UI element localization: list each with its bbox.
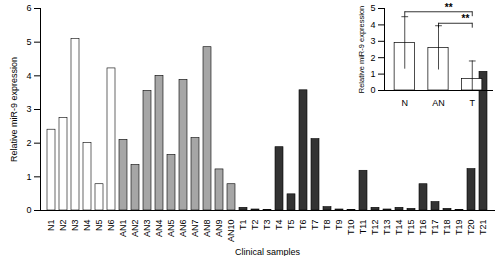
svg-text:3: 3 [26, 104, 31, 114]
svg-text:T7: T7 [310, 220, 320, 231]
svg-text:3: 3 [370, 36, 375, 46]
svg-text:T3: T3 [262, 220, 272, 231]
svg-text:T14: T14 [394, 220, 404, 236]
svg-text:T21: T21 [478, 220, 488, 236]
svg-text:T15: T15 [406, 220, 416, 236]
svg-text:4: 4 [370, 20, 375, 30]
svg-text:N2: N2 [58, 220, 68, 232]
svg-text:T17: T17 [430, 220, 440, 236]
svg-text:AN7: AN7 [190, 220, 200, 238]
svg-text:AN1: AN1 [118, 220, 128, 238]
svg-text:5: 5 [370, 3, 375, 13]
svg-text:T9: T9 [334, 220, 344, 231]
svg-text:AN5: AN5 [166, 220, 176, 238]
svg-text:0: 0 [26, 205, 31, 215]
svg-text:T20: T20 [466, 220, 476, 236]
svg-text:T16: T16 [418, 220, 428, 236]
svg-text:T: T [470, 98, 476, 106]
svg-text:T13: T13 [382, 220, 392, 236]
svg-text:1: 1 [26, 172, 31, 182]
svg-text:N3: N3 [70, 220, 80, 232]
svg-text:T12: T12 [370, 220, 380, 236]
svg-text:**: ** [462, 13, 470, 24]
svg-text:Clinical samples: Clinical samples [235, 247, 301, 256]
svg-text:AN: AN [432, 98, 445, 106]
svg-text:T19: T19 [454, 220, 464, 236]
svg-text:T6: T6 [298, 220, 308, 231]
svg-text:5: 5 [26, 37, 31, 47]
svg-text:N5: N5 [94, 220, 104, 232]
svg-text:2: 2 [370, 53, 375, 63]
svg-text:0: 0 [370, 85, 375, 95]
svg-text:T8: T8 [322, 220, 332, 231]
svg-text:N1: N1 [46, 220, 56, 232]
svg-text:AN2: AN2 [130, 220, 140, 238]
svg-text:2: 2 [26, 138, 31, 148]
svg-text:AN3: AN3 [142, 220, 152, 238]
svg-text:T11: T11 [358, 220, 368, 235]
svg-text:Relative miR-9 expression: Relative miR-9 expression [357, 6, 366, 94]
svg-text:N6: N6 [106, 220, 116, 232]
svg-text:AN4: AN4 [154, 220, 164, 238]
svg-text:AN10: AN10 [226, 220, 236, 243]
svg-text:T2: T2 [250, 220, 260, 231]
svg-text:4: 4 [26, 71, 31, 81]
svg-text:N: N [402, 98, 409, 106]
svg-text:AN9: AN9 [214, 220, 224, 238]
svg-text:1: 1 [370, 69, 375, 79]
svg-text:Relative miR-9 expression: Relative miR-9 expression [9, 57, 19, 162]
svg-text:T18: T18 [442, 220, 452, 236]
svg-text:AN6: AN6 [178, 220, 188, 238]
svg-text:T1: T1 [238, 220, 248, 231]
svg-text:N4: N4 [82, 220, 92, 232]
svg-text:AN8: AN8 [202, 220, 212, 238]
svg-text:6: 6 [26, 3, 31, 13]
svg-text:T4: T4 [274, 220, 284, 231]
svg-text:T10: T10 [346, 220, 356, 236]
svg-text:T5: T5 [286, 220, 296, 231]
svg-text:**: ** [445, 2, 453, 13]
